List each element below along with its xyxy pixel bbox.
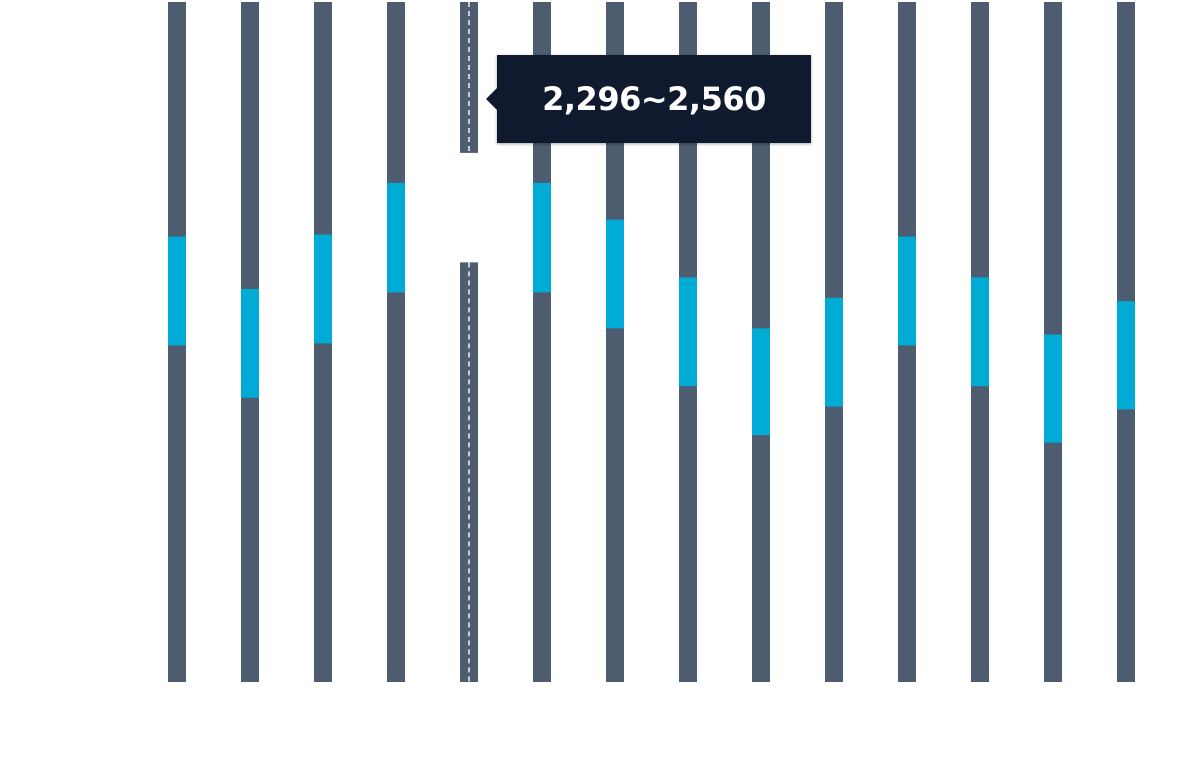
range-bar[interactable] — [825, 297, 843, 407]
range-bar[interactable] — [752, 328, 770, 436]
tooltip: 2,296~2,560 — [486, 55, 811, 143]
range-bar[interactable] — [314, 234, 332, 344]
range-bar[interactable] — [898, 236, 916, 346]
range-bar[interactable] — [1044, 334, 1062, 443]
range-bar[interactable] — [533, 182, 551, 293]
range-bar[interactable] — [168, 236, 186, 346]
range-bar[interactable] — [387, 182, 405, 293]
range-layer — [168, 182, 1135, 443]
range-bar[interactable] — [679, 277, 697, 387]
bar-track[interactable] — [387, 2, 405, 682]
range-bar[interactable] — [971, 277, 989, 387]
range-bar[interactable] — [606, 219, 624, 329]
bar-track[interactable] — [533, 2, 551, 682]
range-bar[interactable] — [1117, 301, 1135, 410]
range-bar[interactable] — [241, 288, 259, 398]
tooltip-text: 2,296~2,560 — [542, 80, 766, 118]
bar-track[interactable] — [606, 2, 624, 682]
